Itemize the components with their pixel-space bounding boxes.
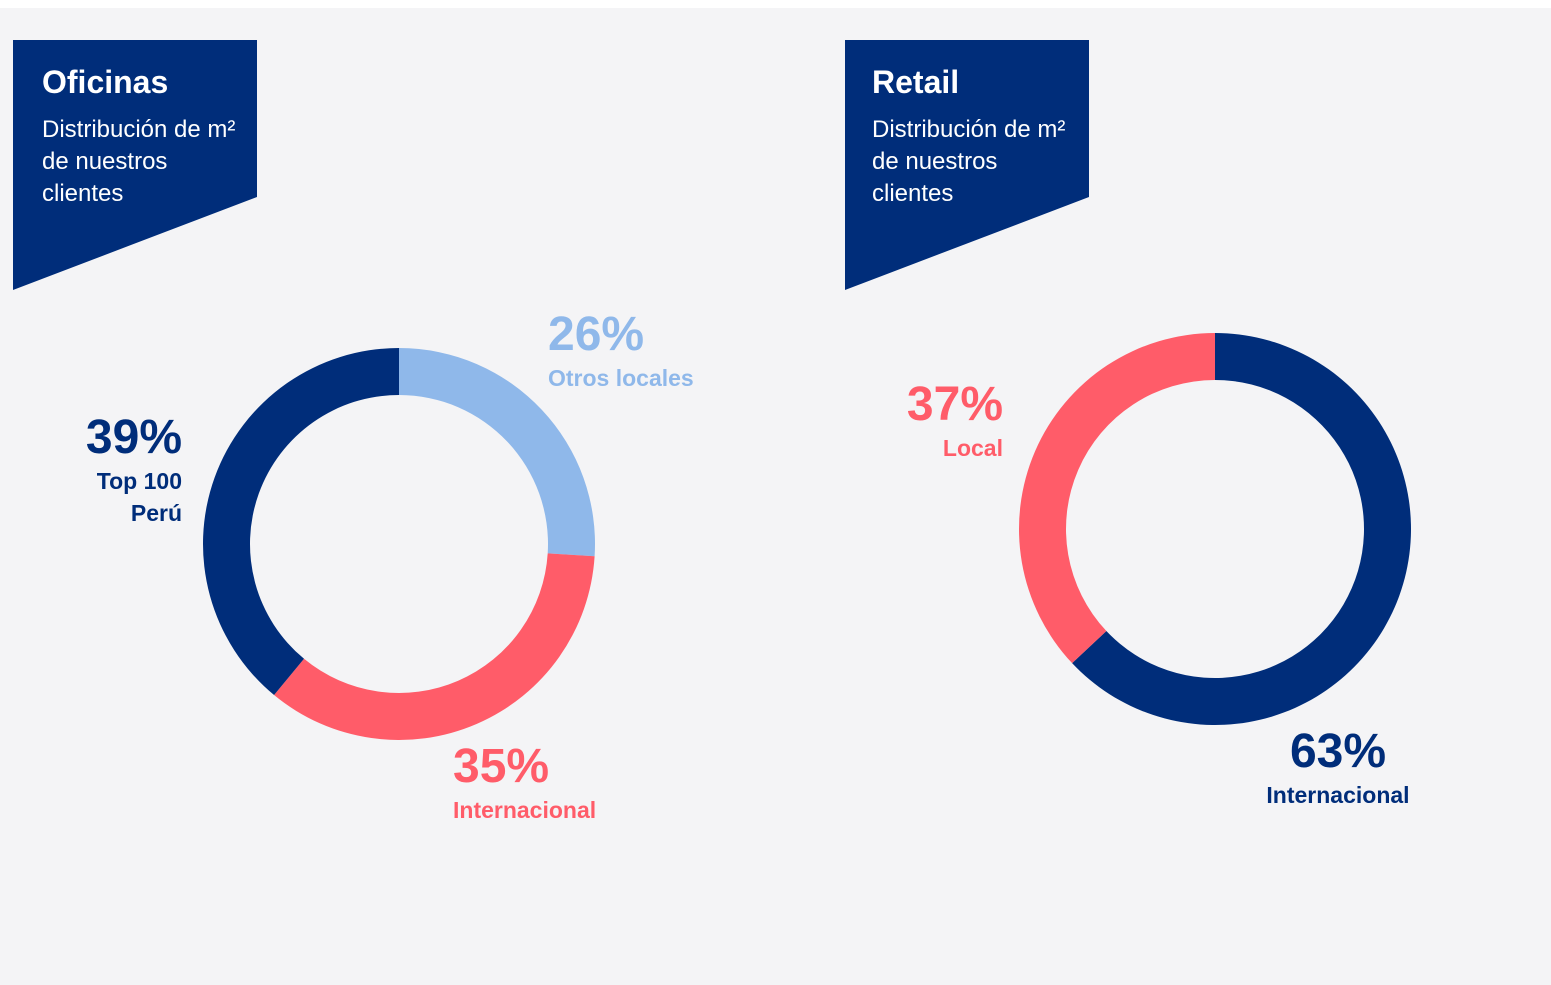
donut-segment <box>399 348 595 557</box>
category-label: Local <box>942 435 1003 461</box>
category-label: Otros locales <box>548 365 694 391</box>
value-label: 26% <box>548 308 645 361</box>
background: Oficinas Distribución de m² de nuestros c… <box>0 8 1551 985</box>
chart-title: Oficinas <box>42 64 169 100</box>
donut-segment <box>203 348 399 696</box>
chart-subtitle: Distribución de m² de nuestros clientes <box>872 116 1066 207</box>
donut-segment <box>1072 333 1411 725</box>
value-label: 35% <box>453 740 550 793</box>
donut-segment <box>274 553 595 740</box>
value-label: 39% <box>85 411 182 464</box>
category-label: Internacional <box>1266 782 1410 808</box>
value-label: 63% <box>1289 725 1387 778</box>
chart-subtitle: Distribución de m² de nuestros clientes <box>42 116 236 207</box>
value-label: 37% <box>906 378 1003 431</box>
banner <box>13 40 257 290</box>
banner <box>845 40 1089 290</box>
charts <box>13 40 1411 740</box>
category-label: Top 100 Perú <box>96 468 182 526</box>
chart-title: Retail <box>872 64 960 100</box>
donut-segment <box>1019 333 1215 664</box>
category-label: Internacional <box>453 797 597 823</box>
